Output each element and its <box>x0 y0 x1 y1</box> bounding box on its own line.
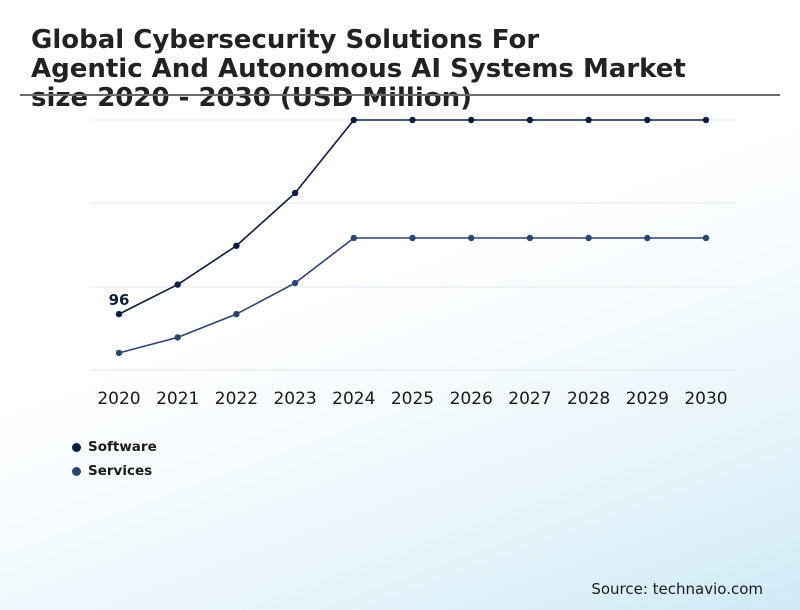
data-point-software-2022 <box>233 242 240 249</box>
x-tick-label-2029: 2029 <box>626 389 669 409</box>
legend-item-services: Services <box>72 459 157 483</box>
chart-title: Global Cybersecurity Solutions For Agent… <box>31 26 771 113</box>
data-point-services-2022 <box>233 310 240 318</box>
x-tick-label-2020: 2020 <box>97 389 140 409</box>
x-tick-label-2026: 2026 <box>450 389 493 409</box>
title-divider <box>20 94 780 96</box>
data-point-software-2021 <box>174 281 181 288</box>
data-point-software-2024 <box>350 116 357 124</box>
data-point-services-2030 <box>702 234 710 242</box>
chart-title-line-3: size 2020 - 2030 (USD Million) <box>31 83 473 113</box>
chart-title-line-1: Global Cybersecurity Solutions For <box>31 25 540 55</box>
legend-marker-software <box>72 442 81 452</box>
x-tick-label-2027: 2027 <box>508 389 551 409</box>
x-tick-label-2021: 2021 <box>156 389 199 409</box>
legend-item-software: Software <box>72 435 157 459</box>
data-point-software-2023 <box>291 189 299 197</box>
x-tick-label-2030: 2030 <box>684 389 727 409</box>
legend-label-services: Services <box>88 463 153 479</box>
data-point-software-2028 <box>585 116 592 124</box>
legend-label-software: Software <box>88 439 157 455</box>
data-point-services-2028 <box>585 234 592 242</box>
x-tick-label-2022: 2022 <box>215 389 258 409</box>
data-point-services-2024 <box>350 234 357 242</box>
data-point-software-2027 <box>526 116 534 124</box>
x-tick-label-2023: 2023 <box>273 389 316 409</box>
data-point-services-2023 <box>291 279 299 287</box>
data-point-software-2029 <box>644 116 651 124</box>
x-tick-label-2028: 2028 <box>567 389 610 409</box>
source-credit: Source: technavio.com <box>591 580 763 598</box>
data-point-services-2026 <box>468 234 475 242</box>
chart-legend: Software Services <box>72 435 157 483</box>
data-point-software-2025 <box>409 116 416 124</box>
data-point-services-2029 <box>644 234 651 242</box>
data-point-services-2027 <box>526 234 534 242</box>
data-label-0: 96 <box>109 291 130 309</box>
data-point-services-2025 <box>409 234 416 242</box>
series-line-software <box>118 119 706 315</box>
data-point-software-2020 <box>115 310 123 318</box>
data-point-services-2020 <box>115 349 123 357</box>
data-point-services-2021 <box>174 334 181 341</box>
data-point-software-2026 <box>468 116 475 124</box>
series-line-services <box>118 237 706 354</box>
data-point-software-2030 <box>702 116 710 124</box>
x-tick-label-2025: 2025 <box>391 389 434 409</box>
chart-title-line-2: Agentic And Autonomous AI Systems Market <box>31 54 686 84</box>
x-tick-label-2024: 2024 <box>332 389 375 409</box>
legend-marker-services <box>72 466 81 476</box>
